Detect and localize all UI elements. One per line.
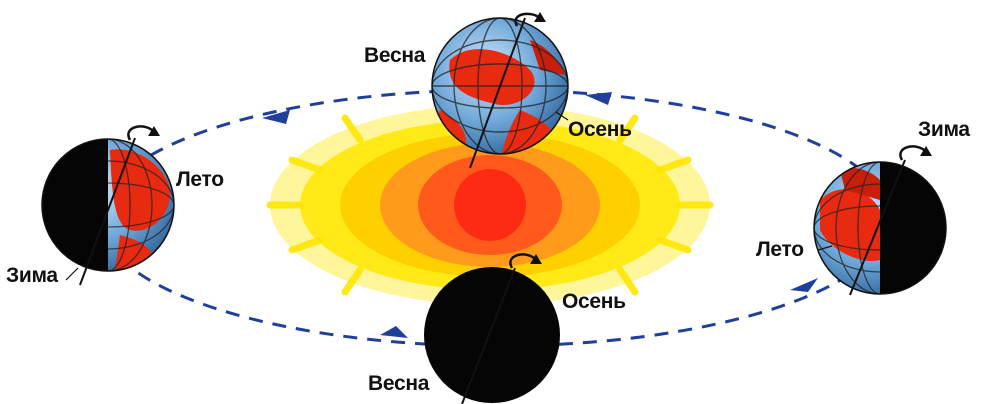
label-leaders (65, 111, 833, 281)
earth-globe-icon (41, 137, 175, 286)
top-autumn-label: Осень (568, 118, 632, 141)
right-winter-label: Зима (918, 118, 970, 141)
rotation-arrow-icon (127, 125, 160, 141)
earth-globe-icon (424, 267, 560, 404)
bottom-autumn-label: Осень (562, 290, 626, 313)
top-spring-label: Весна (364, 44, 426, 67)
sun-icon (266, 105, 714, 305)
rotation-arrow-icon (899, 145, 932, 161)
rotation-arrow-icon (509, 253, 542, 269)
rotation-arrow-icon (514, 12, 546, 27)
right-summer-label: Лето (756, 238, 804, 261)
left-summer-label: Лето (176, 168, 224, 191)
orbit-arrow-icon (262, 92, 818, 338)
left-winter-label: Зима (6, 264, 58, 287)
earth-globe-icon (813, 159, 947, 296)
bottom-spring-label: Весна (368, 372, 430, 395)
